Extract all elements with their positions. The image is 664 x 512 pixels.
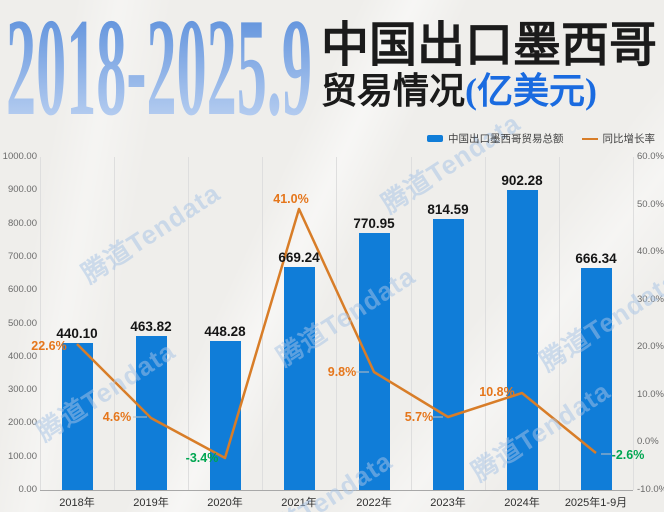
x-axis-label: 2023年 — [430, 497, 466, 509]
growth-value-label: 41.0% — [273, 192, 309, 206]
x-axis-label: 2024年 — [504, 497, 540, 509]
gridline — [188, 157, 189, 490]
left-axis-tick: 300.00 — [7, 384, 37, 396]
gridline — [262, 157, 263, 490]
bar-2022年[interactable] — [358, 233, 390, 490]
x-axis-label: 2019年 — [133, 497, 169, 509]
left-axis-tick: 1000.00 — [2, 151, 37, 162]
growth-value-label: 10.8% — [479, 385, 515, 399]
left-axis-tick: 200.00 — [7, 417, 37, 429]
bar-value-label: 440.10 — [56, 326, 98, 342]
line-series-swatch — [581, 137, 598, 140]
growth-value-label: 22.6% — [31, 339, 67, 353]
bar-value-label: 463.82 — [130, 318, 172, 334]
gridline — [485, 157, 486, 490]
bar-value-label: 814.59 — [427, 201, 469, 217]
x-axis-label: 2018年 — [59, 497, 95, 509]
title-line2-unit: (亿美元) — [465, 70, 597, 111]
gridline — [411, 157, 412, 490]
bar-2021年[interactable] — [283, 267, 315, 490]
legend: 中国出口墨西哥贸易总额 同比增长率 — [427, 131, 655, 146]
legend-item-growth-rate[interactable]: 同比增长率 — [581, 131, 656, 146]
growth-value-label: 4.6% — [102, 410, 132, 424]
legend-label-growth-rate: 同比增长率 — [602, 133, 656, 145]
title-line1: 中国出口墨西哥 — [321, 19, 658, 72]
gridline — [633, 157, 634, 490]
growth-value-label: -3.4% — [185, 451, 219, 465]
x-axis-label: 2020年 — [207, 497, 243, 509]
bar-2018年[interactable] — [61, 343, 93, 490]
right-axis-tick: 60.0% — [637, 151, 664, 162]
bar-value-label: 669.24 — [278, 250, 320, 266]
title-line2: 贸易情况(亿美元) — [321, 70, 657, 112]
year-range-title: 2018-2025.9 — [6, 12, 312, 126]
right-axis-tick: 20.0% — [637, 341, 664, 353]
bar-2025年1-9月[interactable] — [580, 268, 612, 490]
bar-value-label: 666.34 — [575, 251, 617, 267]
gridline — [559, 157, 560, 490]
x-axis-label: 2025年1-9月 — [564, 497, 628, 509]
growth-value-label: 5.7% — [404, 410, 434, 424]
left-axis-tick: 0.00 — [18, 484, 38, 495]
year-range-text: 2018-2025.9 — [6, 12, 312, 126]
bar-2024年[interactable] — [506, 189, 538, 490]
growth-value-label: 9.8% — [327, 365, 357, 379]
legend-item-trade-total[interactable]: 中国出口墨西哥贸易总额 — [427, 131, 564, 146]
right-axis-tick: 50.0% — [637, 198, 664, 210]
left-axis-tick: 800.00 — [7, 217, 37, 229]
right-axis-tick: 40.0% — [637, 246, 664, 258]
right-axis-tick: -10.0% — [637, 484, 664, 495]
left-axis-tick: 700.00 — [7, 250, 37, 262]
right-axis-tick: 30.0% — [637, 293, 664, 305]
bar-value-label: 770.95 — [353, 216, 395, 232]
left-axis-tick: 500.00 — [7, 317, 37, 329]
right-axis-tick: 10.0% — [637, 388, 664, 400]
x-axis-label: 2021年 — [281, 497, 317, 509]
left-axis-tick: 100.00 — [7, 450, 37, 462]
bar-value-label: 448.28 — [204, 323, 246, 339]
right-axis-tick: 0.0% — [637, 436, 659, 448]
bar-series-swatch — [427, 135, 443, 142]
bar-2023年[interactable] — [432, 218, 464, 490]
bar-2019年[interactable] — [135, 335, 167, 490]
gridline — [114, 157, 115, 490]
gridline — [336, 157, 337, 490]
growth-line — [76, 207, 597, 460]
left-axis-tick: 600.00 — [7, 284, 37, 296]
left-axis-tick: 900.00 — [7, 184, 37, 196]
legend-label-trade-total: 中国出口墨西哥贸易总额 — [448, 133, 564, 145]
bar-2020年[interactable] — [209, 340, 241, 490]
x-axis-label: 2022年 — [356, 497, 392, 509]
title-line2-black: 贸易情况 — [321, 70, 466, 111]
x-axis-line — [40, 490, 633, 491]
growth-value-label: -2.6% — [611, 448, 645, 462]
gridline — [40, 157, 41, 490]
bar-value-label: 902.28 — [501, 172, 543, 188]
main-title: 中国出口墨西哥 贸易情况(亿美元) — [321, 20, 657, 111]
left-axis-tick: 400.00 — [7, 350, 37, 362]
